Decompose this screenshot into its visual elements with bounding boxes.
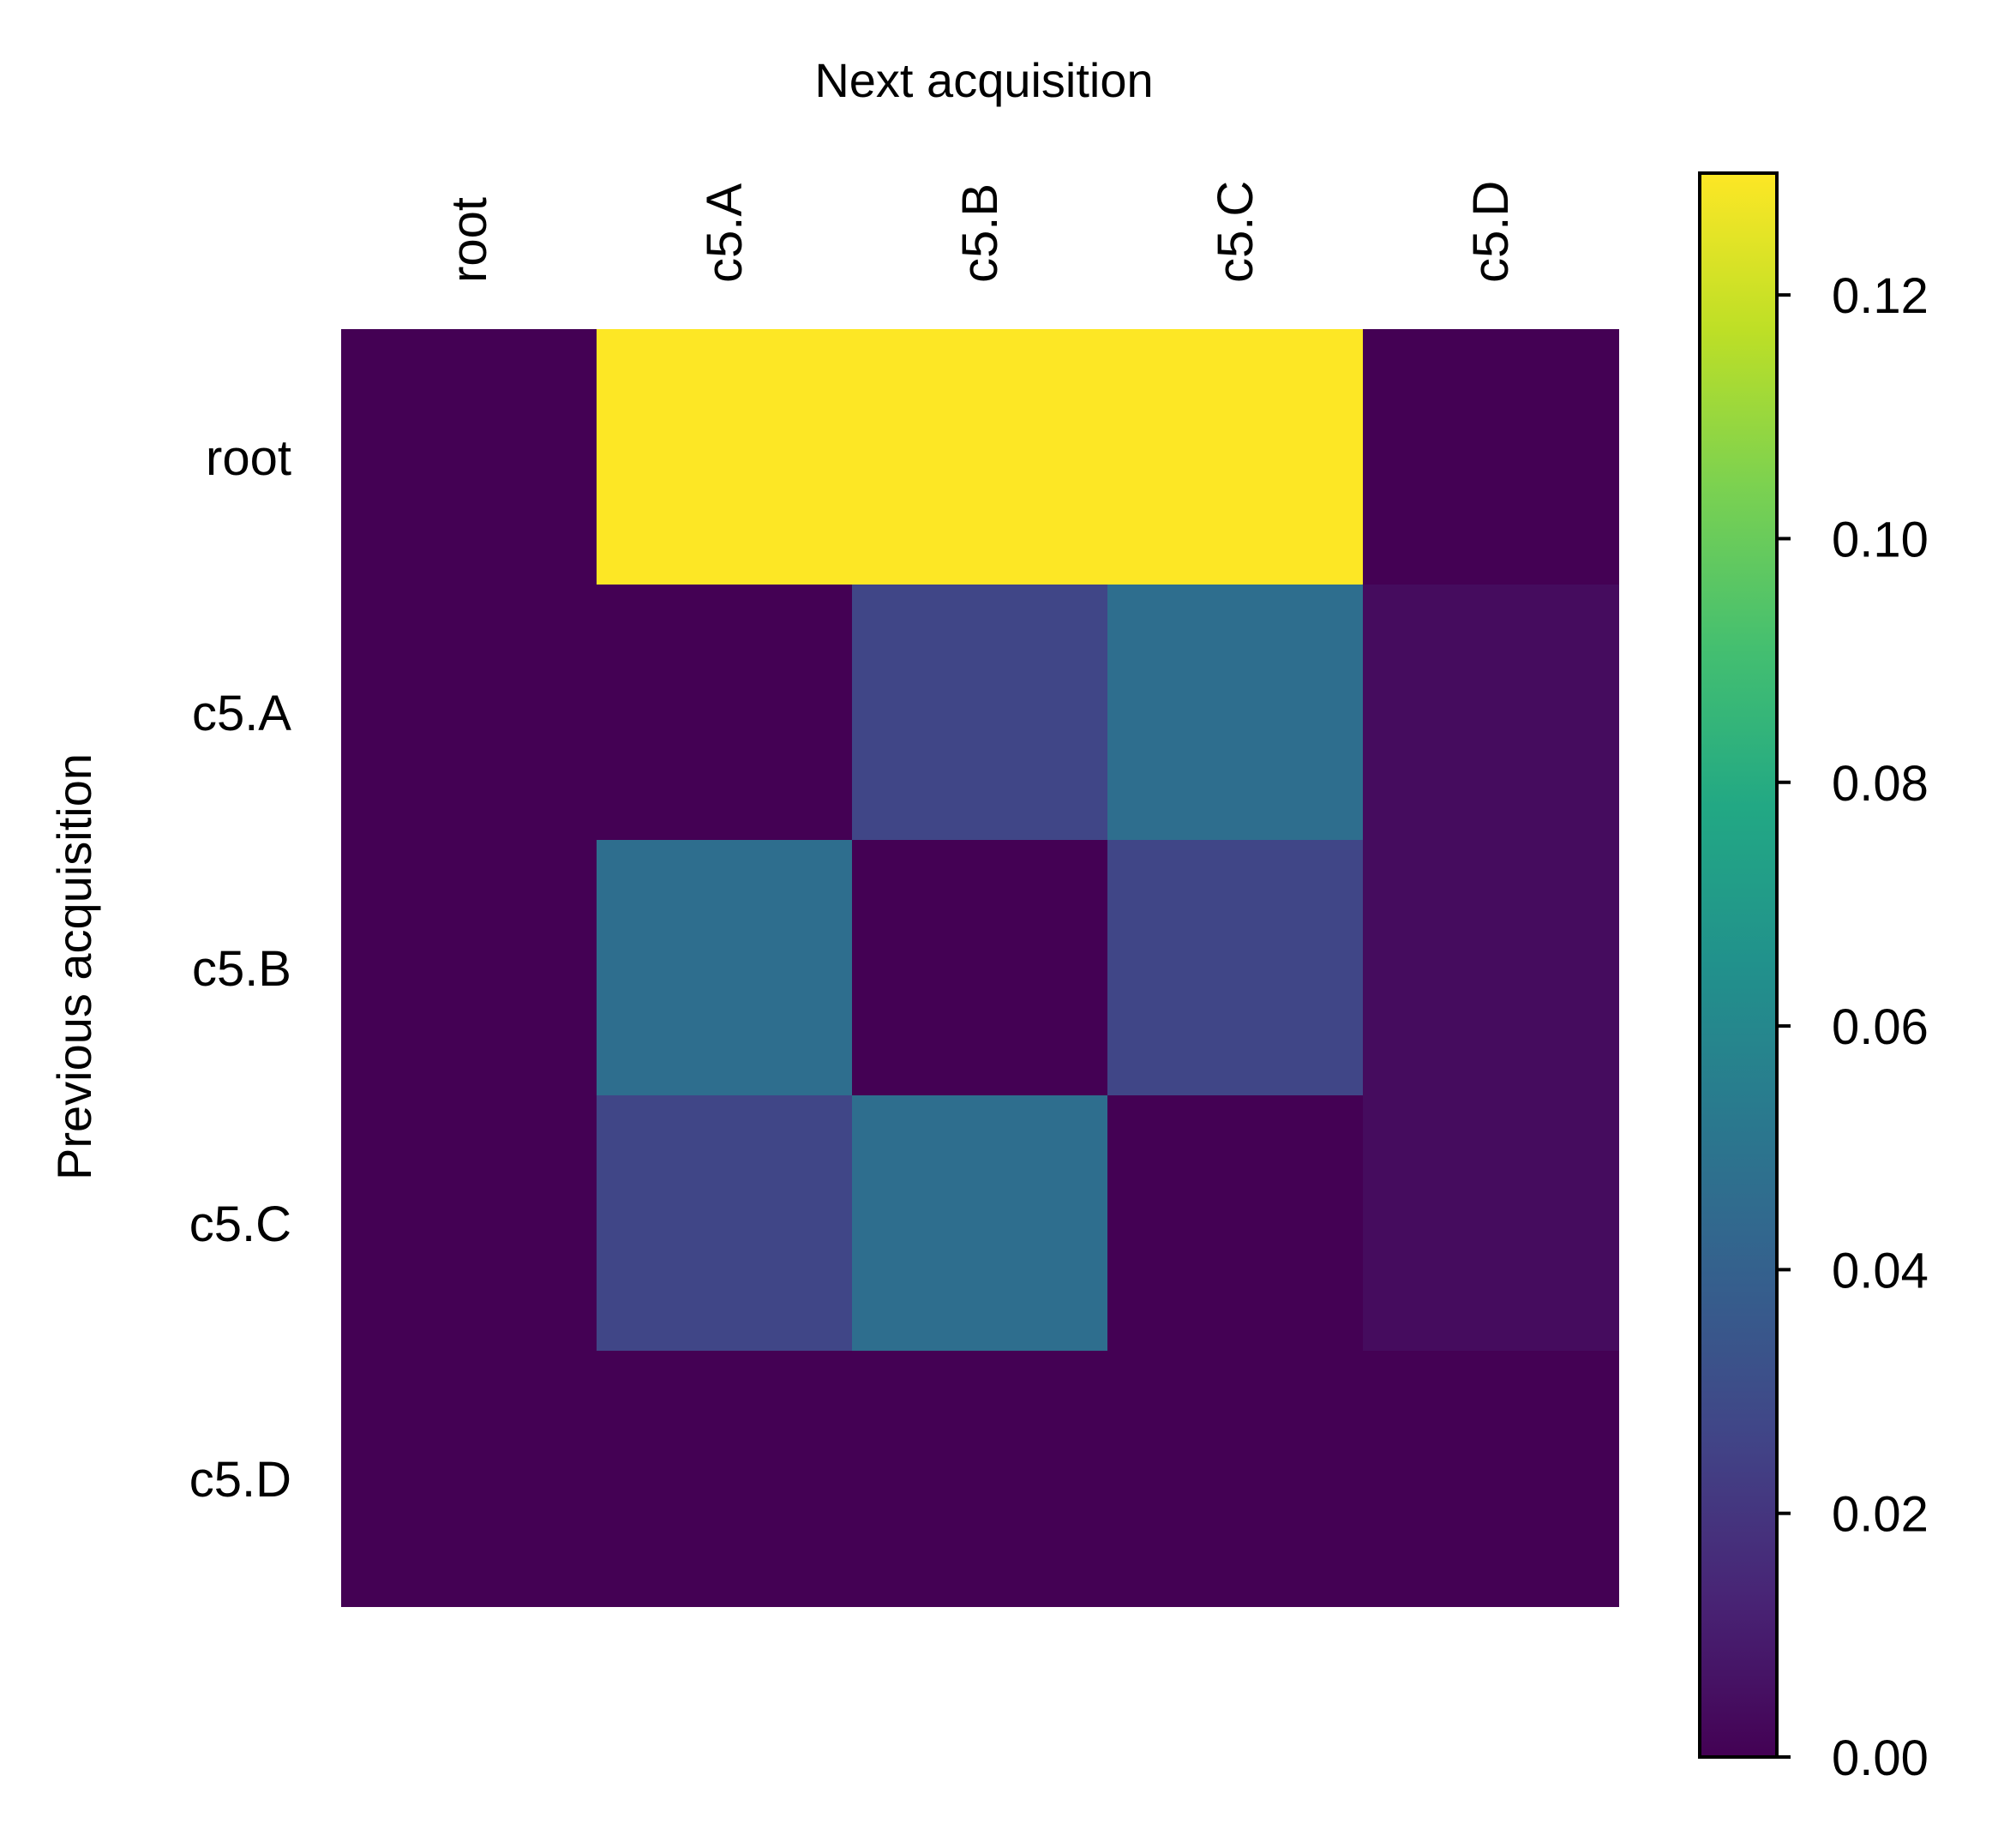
heatmap-cell-r0-c0 bbox=[341, 329, 597, 585]
colorbar-ticks: 0.00 0.02 0.04 0.06 0.08 0.10 0.12 bbox=[1777, 268, 1929, 1786]
heatmap-cell-r2-c3 bbox=[1107, 840, 1364, 1096]
y-tick-labels: root c5.A c5.B c5.C c5.D bbox=[189, 430, 292, 1508]
heatmap-cell-r2-c4 bbox=[1363, 840, 1619, 1096]
heatmap-cell-r4-c2 bbox=[852, 1351, 1108, 1607]
y-tick-label: c5.B bbox=[192, 941, 291, 997]
heatmap-cell-r2-c2 bbox=[852, 840, 1108, 1096]
heatmap-cell-r4-c3 bbox=[1107, 1351, 1364, 1607]
heatmap-cell-r1-c0 bbox=[341, 585, 597, 841]
colorbar-tick-label: 0.08 bbox=[1832, 756, 1929, 812]
heatmap-cell-r3-c3 bbox=[1107, 1095, 1364, 1352]
heatmap-cell-r3-c2 bbox=[852, 1095, 1108, 1352]
heatmap-cell-r3-c1 bbox=[597, 1095, 853, 1352]
heatmap-cell-r4-c4 bbox=[1363, 1351, 1619, 1607]
y-tick-label: root bbox=[206, 430, 291, 486]
heatmap-cell-r3-c4 bbox=[1363, 1095, 1619, 1352]
x-tick-labels: root c5.A c5.B c5.C c5.D bbox=[441, 181, 1519, 283]
heatmap-cell-r0-c1 bbox=[597, 329, 853, 585]
x-tick-label: c5.A bbox=[697, 183, 753, 283]
x-tick-label: c5.B bbox=[952, 183, 1008, 283]
colorbar-tick-label: 0.02 bbox=[1832, 1487, 1929, 1543]
colorbar: 0.00 0.02 0.04 0.06 0.08 0.10 0.12 bbox=[1698, 171, 1929, 1786]
colorbar-tick-label: 0.04 bbox=[1832, 1243, 1929, 1298]
colorbar-tick-label: 0.10 bbox=[1832, 512, 1929, 567]
heatmap-cell-r3-c0 bbox=[341, 1095, 597, 1352]
heatmap-cell-r4-c1 bbox=[597, 1351, 853, 1607]
y-axis-title: Previous acquisition bbox=[47, 753, 101, 1180]
heatmap-cell-r0-c4 bbox=[1363, 329, 1619, 585]
heatmap-cell-r1-c4 bbox=[1363, 585, 1619, 841]
y-tick-label: c5.C bbox=[189, 1196, 291, 1252]
x-tick-label: root bbox=[441, 197, 497, 283]
colorbar-gradient bbox=[1698, 171, 1779, 1759]
y-tick-label: c5.A bbox=[192, 686, 291, 741]
heatmap-cell-r0-c2 bbox=[852, 329, 1108, 585]
heatmap-cell-r1-c3 bbox=[1107, 585, 1364, 841]
y-tick-label: c5.D bbox=[189, 1452, 291, 1508]
heatmap-cell-r2-c0 bbox=[341, 840, 597, 1096]
heatmap-cell-r1-c2 bbox=[852, 585, 1108, 841]
colorbar-tick-label: 0.00 bbox=[1832, 1730, 1929, 1786]
x-axis-title: Next acquisition bbox=[814, 53, 1153, 107]
x-tick-label: c5.C bbox=[1208, 181, 1263, 283]
x-tick-label: c5.D bbox=[1463, 181, 1519, 283]
colorbar-tick-label: 0.06 bbox=[1832, 999, 1929, 1055]
colorbar-tick-label: 0.12 bbox=[1832, 268, 1929, 324]
heatmap-cell-r0-c3 bbox=[1107, 329, 1364, 585]
heatmap-cell-r4-c0 bbox=[341, 1351, 597, 1607]
heatmap-cell-r2-c1 bbox=[597, 840, 853, 1096]
heatmap-cells bbox=[341, 329, 1619, 1607]
heatmap-cell-r1-c1 bbox=[597, 585, 853, 841]
